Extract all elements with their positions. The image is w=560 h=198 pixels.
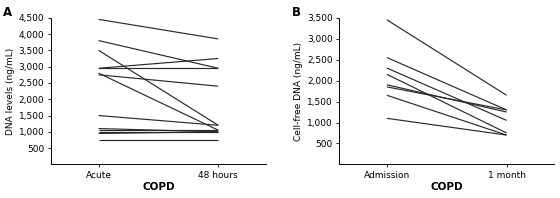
X-axis label: COPD: COPD (431, 182, 463, 192)
Y-axis label: DNA levels (ng/mL): DNA levels (ng/mL) (6, 48, 15, 135)
Text: B: B (292, 6, 301, 19)
X-axis label: COPD: COPD (142, 182, 175, 192)
Y-axis label: Cell-free DNA (ng/mL): Cell-free DNA (ng/mL) (294, 42, 303, 141)
Text: A: A (3, 6, 12, 19)
